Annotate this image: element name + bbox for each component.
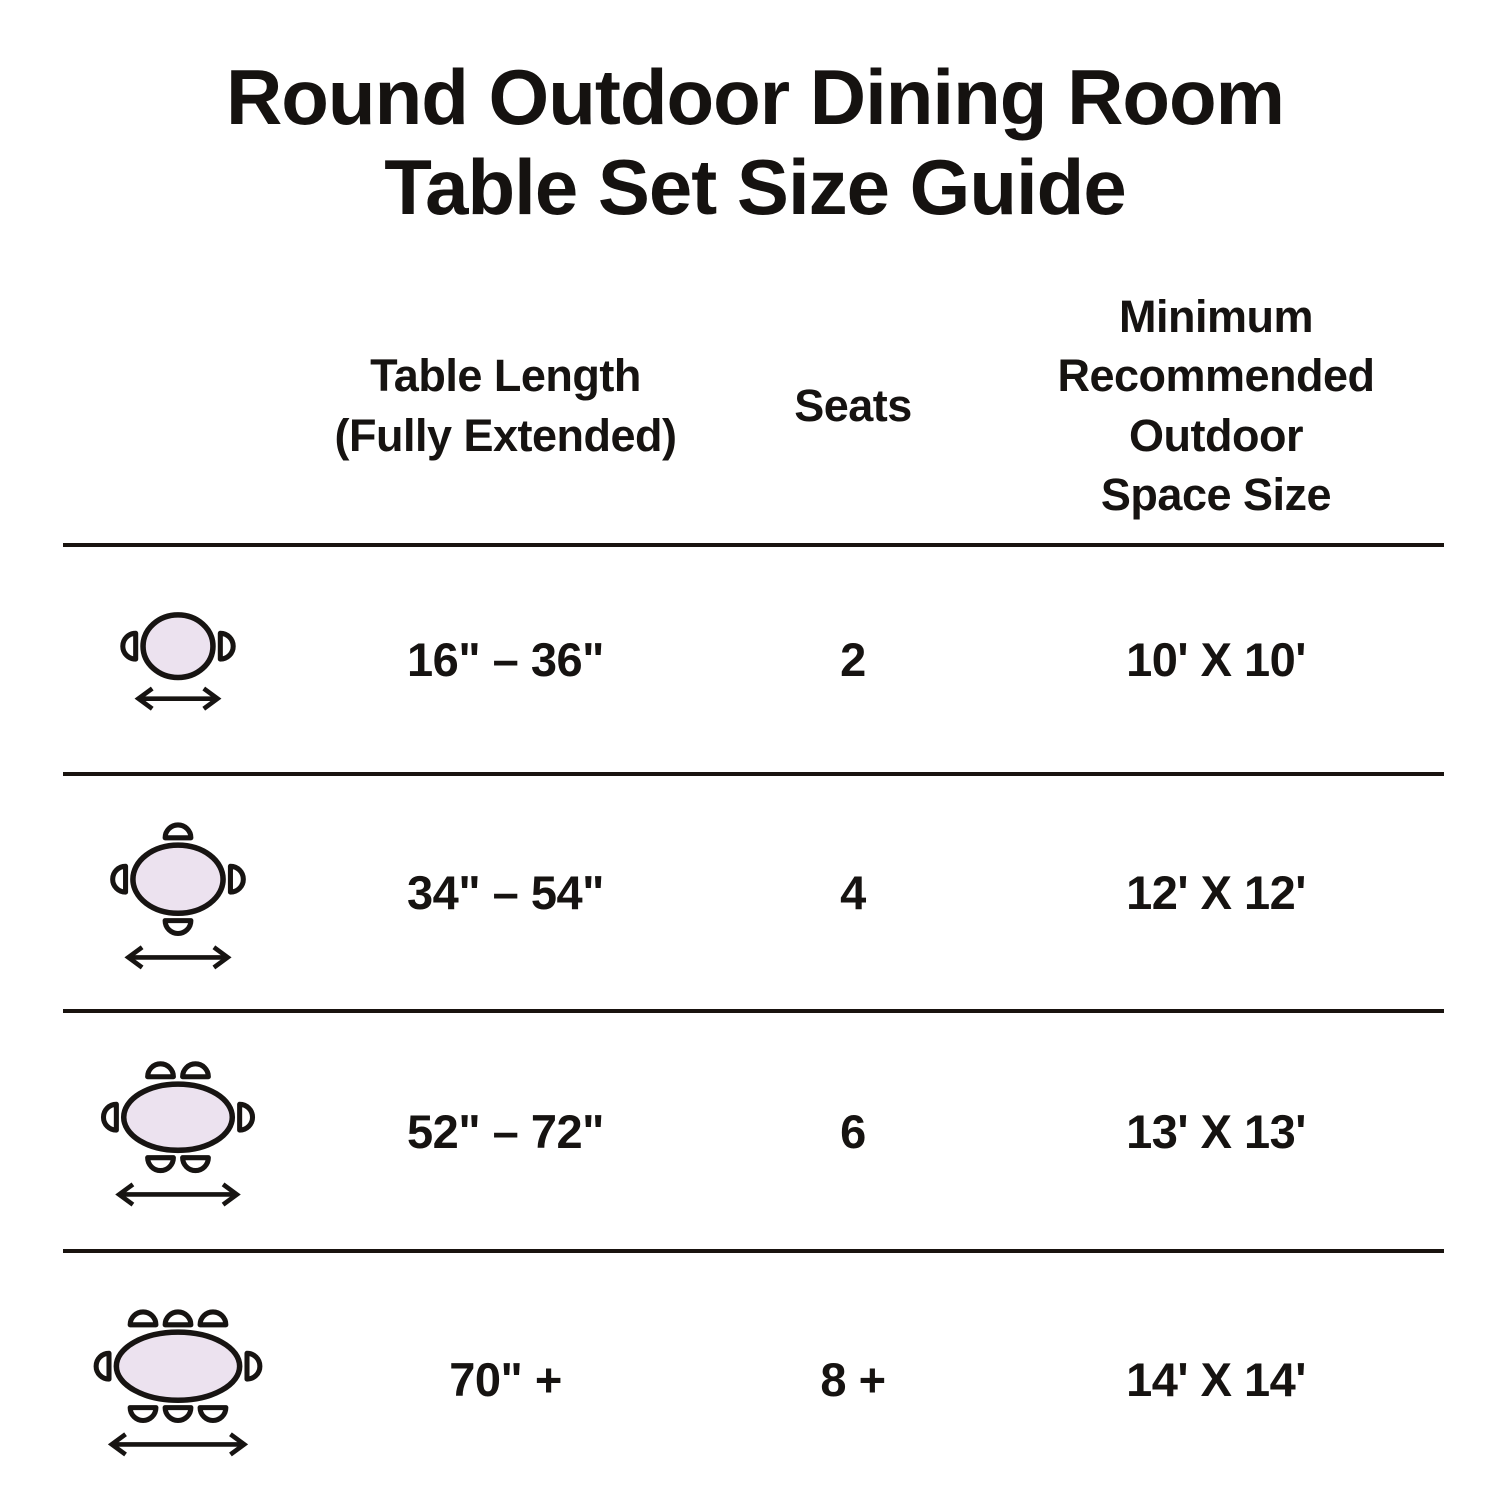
- column-header-table-length: Table Length (Fully Extended): [334, 350, 677, 461]
- table-icon-cell: [63, 1282, 293, 1478]
- size-guide-table: Table Length (Fully Extended) Seats Mini…: [63, 268, 1444, 1506]
- table-length-value: 34" – 54": [407, 866, 604, 919]
- table-row: 52" – 72" 6 13' X 13': [63, 1013, 1444, 1253]
- table-icon-cell: [63, 795, 293, 991]
- space-size-value: 10' X 10': [1126, 633, 1306, 686]
- table-length-value: 52" – 72": [407, 1104, 604, 1158]
- seats-value: 6: [840, 1104, 866, 1158]
- column-header-space-size: Minimum Recommended Outdoor Space Size: [1057, 290, 1375, 520]
- oval-table-8-seats-icon: [93, 1308, 263, 1456]
- space-size-value: 14' X 14': [1126, 1353, 1306, 1406]
- seats-value: 2: [840, 633, 866, 686]
- space-size-value: 13' X 13': [1126, 1104, 1306, 1158]
- seats-value: 4: [840, 866, 866, 919]
- page-title: Round Outdoor Dining Room Table Set Size…: [225, 53, 1285, 232]
- table-row: 70" + 8 + 14' X 14': [63, 1253, 1444, 1506]
- table-row: 16" – 36" 2 10' X 10': [63, 547, 1444, 776]
- table-length-value: 70" +: [449, 1353, 562, 1406]
- column-header-seats: Seats: [794, 379, 912, 431]
- seats-value: 8 +: [820, 1353, 886, 1406]
- round-table-4-seats-icon: [110, 821, 246, 969]
- table-header-row: Table Length (Fully Extended) Seats Mini…: [63, 268, 1444, 547]
- table-length-value: 16" – 36": [407, 633, 604, 686]
- round-table-2-seats-icon: [120, 611, 236, 711]
- table-icon-cell: [63, 562, 293, 758]
- table-icon-cell: [63, 1033, 293, 1229]
- oval-table-6-seats-icon: [100, 1061, 256, 1207]
- space-size-value: 12' X 12': [1126, 866, 1306, 919]
- table-row: 34" – 54" 4 12' X 12': [63, 776, 1444, 1013]
